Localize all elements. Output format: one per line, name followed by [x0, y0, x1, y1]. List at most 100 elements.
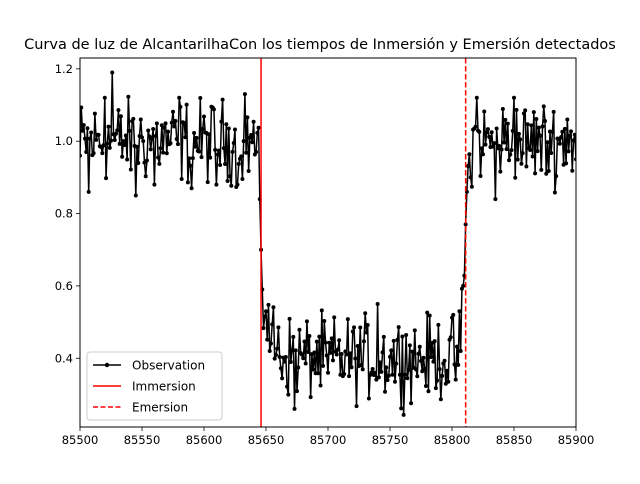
observation-point: [255, 130, 260, 135]
observation-point: [540, 124, 545, 129]
observation-point: [214, 182, 219, 187]
observation-point: [92, 111, 97, 116]
observation-point: [169, 120, 174, 125]
observation-point: [530, 154, 535, 159]
legend-label: Immersion: [132, 380, 196, 394]
observation-point: [264, 309, 268, 314]
observation-point: [477, 129, 482, 134]
observation-point: [420, 369, 425, 374]
observation-point: [85, 126, 90, 131]
observation-point: [344, 352, 349, 357]
observation-point: [244, 150, 249, 155]
observation-point: [431, 359, 436, 364]
observation-point: [427, 313, 432, 318]
observation-point: [94, 137, 99, 142]
observation-point: [164, 151, 169, 156]
observation-point: [109, 138, 113, 143]
observation-point: [223, 162, 228, 167]
observation-point: [317, 334, 322, 339]
observation-point: [146, 128, 151, 133]
observation-point: [275, 346, 280, 351]
observation-point: [406, 367, 411, 372]
observation-point: [554, 174, 559, 179]
observation-point: [219, 119, 224, 124]
observation-point: [106, 124, 111, 129]
observation-point: [104, 176, 109, 181]
x-tick-label: 85800: [434, 433, 471, 447]
observation-point: [131, 116, 136, 121]
observation-point: [224, 122, 229, 127]
observation-point: [151, 127, 156, 132]
observation-point: [314, 339, 319, 344]
observation-point: [213, 147, 218, 152]
observation-point: [543, 118, 547, 123]
observation-point: [500, 107, 505, 112]
chart-title: Curva de luz de AlcantarilhaCon los tiem…: [24, 37, 616, 53]
observation-point: [266, 302, 271, 307]
observation-point: [254, 150, 259, 155]
observation-point: [396, 325, 401, 330]
observation-point: [321, 363, 326, 368]
observation-point: [433, 386, 438, 391]
observation-point: [370, 366, 375, 371]
observation-point: [544, 171, 549, 176]
observation-point: [136, 160, 141, 165]
observation-point: [504, 147, 509, 152]
observation-point: [380, 350, 385, 355]
observation-point: [82, 136, 87, 141]
observation-point: [562, 126, 567, 131]
observation-point: [502, 140, 507, 145]
observation-point: [565, 117, 570, 122]
observation-point: [392, 379, 397, 384]
observation-point: [157, 161, 162, 166]
observation-point: [386, 373, 391, 378]
observation-point: [265, 337, 270, 342]
legend: Observation Immersion Emersion: [86, 351, 223, 421]
observation-point: [326, 370, 330, 375]
observation-point: [308, 395, 313, 400]
observation-point: [391, 338, 396, 343]
observation-point: [528, 147, 533, 152]
observation-point: [363, 311, 368, 316]
observation-point: [332, 315, 337, 320]
observation-point: [272, 356, 277, 361]
observation-point: [183, 135, 188, 140]
observation-point: [436, 322, 441, 327]
observation-point: [482, 109, 487, 114]
observation-point: [87, 136, 92, 141]
observation-point: [423, 383, 428, 388]
observation-point: [323, 340, 328, 345]
observation-point: [487, 134, 492, 139]
observation-point: [236, 161, 241, 166]
observation-point: [202, 114, 206, 119]
observation-point: [198, 95, 203, 100]
observation-point: [531, 110, 536, 115]
observation-point: [121, 139, 126, 144]
x-tick-label: 85750: [372, 433, 409, 447]
observation-point: [177, 95, 182, 100]
observation-point: [343, 349, 348, 354]
observation-point: [226, 126, 231, 131]
observation-point: [494, 126, 499, 131]
observation-point: [216, 148, 221, 153]
observation-point: [549, 150, 554, 155]
x-tick-label: 85650: [248, 433, 285, 447]
observation-point: [478, 173, 483, 178]
observation-point: [311, 367, 316, 372]
observation-point: [454, 344, 459, 349]
observation-point: [414, 367, 419, 372]
observation-point: [345, 317, 350, 322]
observation-point: [384, 365, 389, 370]
observation-point: [572, 132, 576, 137]
observation-point: [410, 349, 415, 354]
observation-point: [473, 124, 478, 129]
observation-point: [557, 141, 562, 146]
observation-point: [385, 378, 390, 383]
observation-point: [256, 125, 261, 130]
observation-point: [358, 325, 363, 330]
observation-point: [428, 355, 433, 360]
observation-point: [189, 186, 194, 191]
observation-point: [149, 136, 154, 141]
observation-point: [220, 97, 225, 102]
observation-point: [446, 379, 451, 384]
